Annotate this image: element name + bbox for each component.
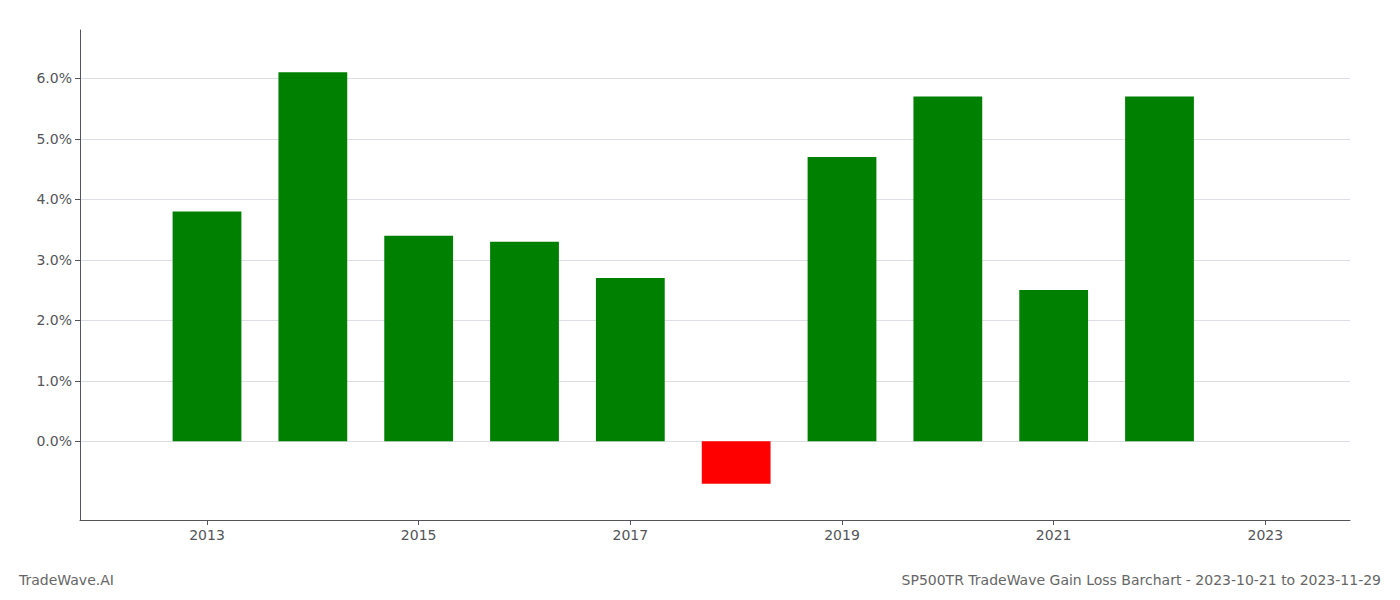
svg-text:2013: 2013 — [189, 527, 225, 543]
svg-text:5.0%: 5.0% — [36, 131, 72, 147]
svg-text:2015: 2015 — [401, 527, 437, 543]
svg-text:2023: 2023 — [1248, 527, 1284, 543]
svg-text:2019: 2019 — [824, 527, 860, 543]
svg-text:3.0%: 3.0% — [36, 252, 72, 268]
svg-text:0.0%: 0.0% — [36, 433, 72, 449]
svg-text:SP500TR TradeWave Gain Loss Ba: SP500TR TradeWave Gain Loss Barchart - 2… — [902, 572, 1381, 588]
svg-text:4.0%: 4.0% — [36, 191, 72, 207]
svg-text:2.0%: 2.0% — [36, 312, 72, 328]
svg-text:1.0%: 1.0% — [36, 373, 72, 389]
svg-text:2021: 2021 — [1036, 527, 1072, 543]
svg-text:2017: 2017 — [613, 527, 649, 543]
svg-text:6.0%: 6.0% — [36, 70, 72, 86]
svg-text:TradeWave.AI: TradeWave.AI — [18, 572, 114, 588]
